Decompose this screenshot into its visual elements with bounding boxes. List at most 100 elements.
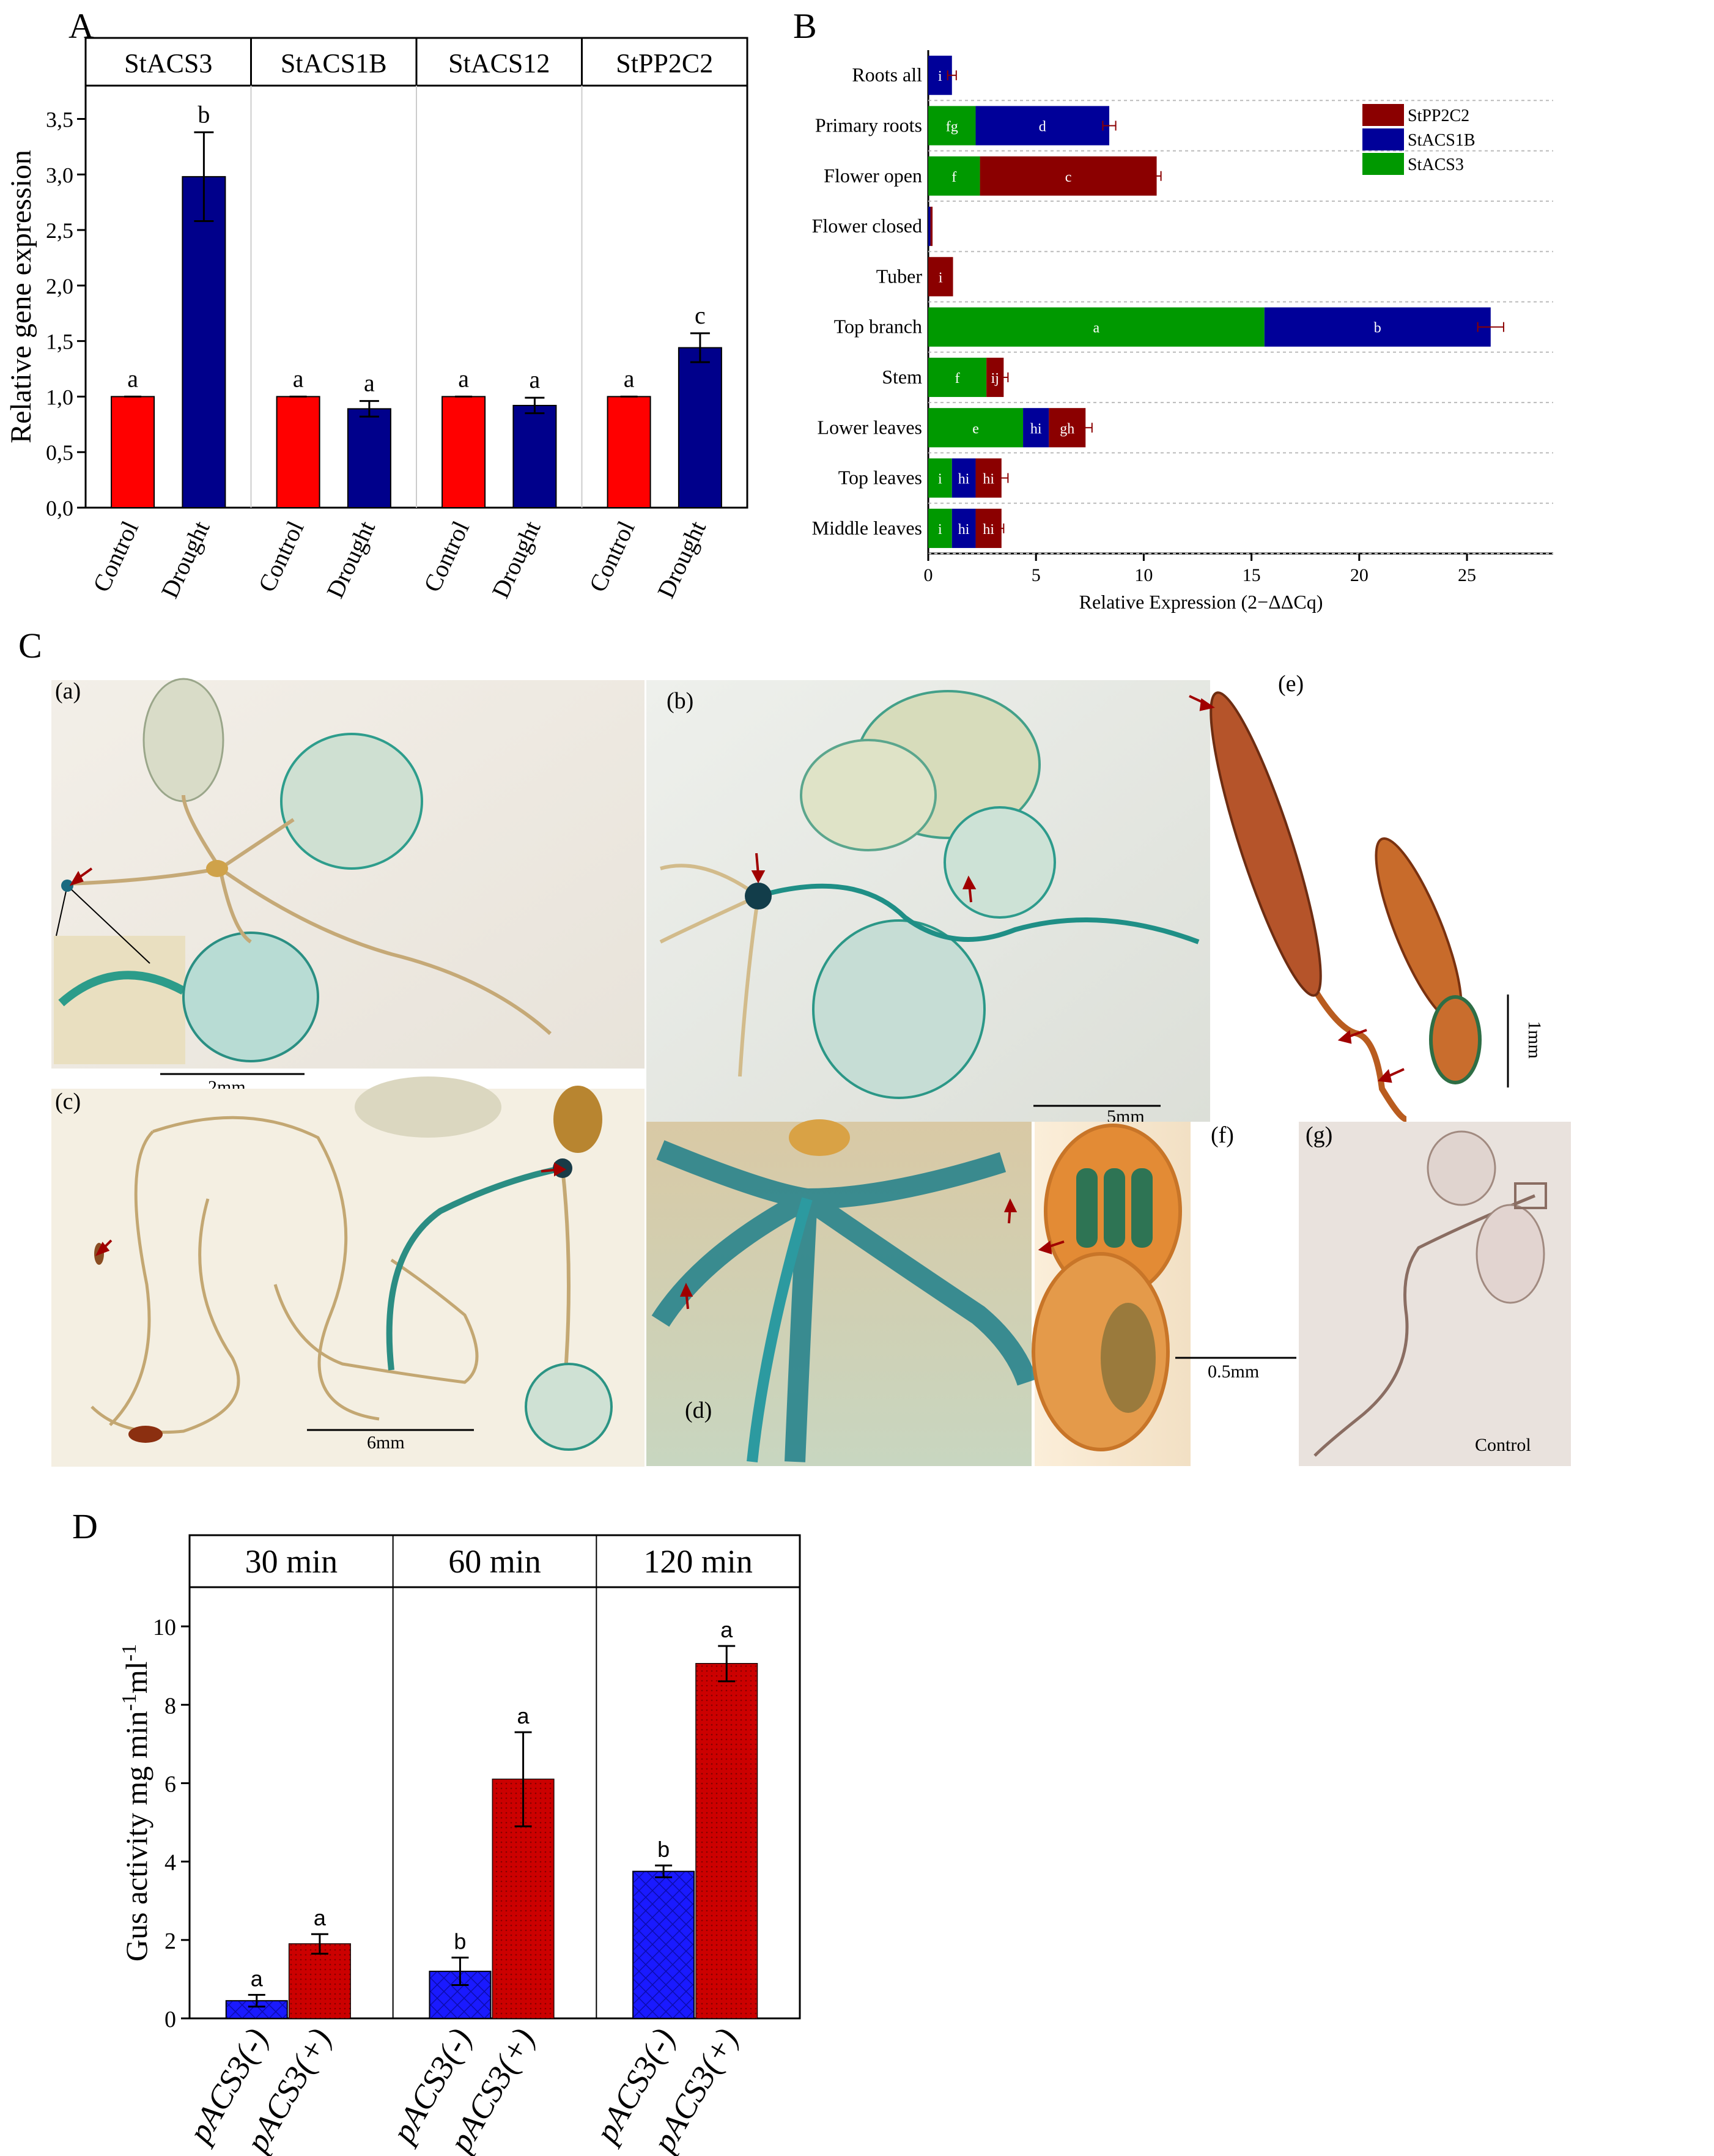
annotation-arrows [69,695,1405,1310]
y-axis-title-main-d: Gus activity mg min [119,1711,153,1962]
y-tick-label-a: 3,0 [46,163,73,187]
x-tick-label-b: 10 [1134,565,1153,585]
y-axis-title-sup2-d: -1 [118,1644,141,1661]
sig-letter-d: b [454,1929,466,1954]
x-tick-label-a: Control [583,517,640,596]
legend-label-b: StACS3 [1408,155,1464,174]
bar-a [276,396,320,509]
segment-label-b: b [1374,320,1381,336]
bar-a [512,404,557,509]
group-title-d: 120 min [643,1543,753,1580]
segment-label-b: hi [958,472,970,487]
scale-f: 0.5mm [1208,1361,1259,1382]
category-label-b: Roots all [852,64,922,86]
y-tick-label-d: 4 [164,1850,176,1876]
photo-g: (g) Control [1299,1122,1571,1466]
x-axis-title-b: Relative Expression (2−ΔΔCq) [1079,591,1323,613]
category-label-b: Stem [882,366,922,388]
photo-label-a: (a) [55,678,81,704]
panel-letter-d: D [72,1506,98,1546]
bar-a [607,396,651,509]
x-tick-label-b: 25 [1458,565,1476,585]
segment-label-b: i [938,69,942,84]
legend-swatch-b [1362,128,1404,150]
bar-segment-b [928,458,952,498]
bar-segment-b [928,307,1265,347]
x-tick-label-b: 20 [1350,565,1369,585]
sig-letter-d: a [314,1905,327,1930]
sig-letter-a: a [458,365,469,392]
photo-label-c: (c) [55,1089,81,1114]
x-tick-label-a: Control [253,517,309,596]
sig-letter-d: a [517,1703,530,1728]
y-axis-title-a: Relative gene expression [5,150,37,443]
bar-pattern-d [289,1944,350,2018]
bar-pattern-d [696,1663,758,2018]
bar-a [441,396,486,509]
photo-a: 2mm (a) [51,678,645,1097]
y-tick-label-a: 2,0 [46,274,73,298]
y-tick-label-a: 0,5 [46,440,73,465]
bar-segment-b [951,458,976,498]
segment-label-b: c [1065,169,1072,185]
x-tick-label-b: 5 [1032,565,1041,585]
photo-f: 0.5mm (f) [1032,1122,1296,1466]
photo-label-e: (e) [1278,671,1304,697]
y-tick-label-d: 8 [164,1693,176,1719]
group-title-a: StACS1B [281,48,387,78]
photo-e: 1mm (e) [1210,671,1545,1122]
segment-label-b: gh [1060,421,1074,437]
y-tick-label-a: 2,5 [46,218,73,243]
bar-segment-b [928,357,987,398]
group-title-a: StACS12 [448,48,550,78]
panel-letter-b: B [793,6,817,46]
photo-d: (d) [646,1119,1038,1466]
chart-a: StACS3 a Control b Drought StACS1B a Control a Dr… [5,37,748,602]
bar-segment-b [928,206,931,246]
segment-label-b: d [1039,119,1046,135]
bar-segment-b [951,508,976,548]
group-title-d: 30 min [245,1543,338,1580]
photo-b: 5mm (b) [646,680,1210,1127]
y-tick-label-a: 3,5 [46,107,73,132]
y-axis-title-mid-d: ml [119,1661,153,1694]
category-label-b: Lower leaves [818,416,922,438]
bar-segment-b [975,508,1002,548]
x-tick-label-b: 0 [924,565,933,585]
legend-label-b: StPP2C2 [1408,106,1469,125]
bar-pattern-d [633,1871,695,2018]
bar-segment-b [928,408,1024,448]
y-tick-label-d: 6 [164,1771,176,1797]
y-axis-title-d: Gus activity mg min-1ml-1 [118,1644,153,1962]
segment-label-b: hi [983,522,994,538]
bar-segment-b [975,106,1110,146]
segment-label-b: f [951,169,956,185]
bar-segment-b [928,508,952,548]
sig-letter-a: b [198,100,210,128]
legend-label-b: StACS1B [1408,131,1476,150]
group-title-a: StPP2C2 [616,48,713,78]
x-tick-label-a: Drought [486,517,545,602]
category-label-b: Primary roots [815,114,922,136]
legend-swatch-b [1362,104,1404,126]
chart-b: Roots all i Primary roots fg d Flower open f c F… [812,50,1553,613]
group-title-a: StACS3 [124,48,212,78]
bar-segment-b [1264,307,1491,347]
segment-label-b: ij [991,371,999,387]
photo-label-d: (d) [685,1398,712,1423]
x-tick-label-b: 15 [1243,565,1261,585]
y-tick-label-d: 0 [164,2007,176,2032]
panel-letter-c: C [18,626,42,665]
sig-letter-d: a [720,1617,733,1642]
x-tick-label-a: Drought [321,517,380,602]
y-tick-label-a: 0,0 [46,496,73,520]
y-axis-title-sup1-d: -1 [118,1694,141,1711]
photo-label-f: (f) [1211,1122,1234,1148]
group-title-d: 60 min [448,1543,541,1580]
photo-c: 6mm (c) [51,1076,645,1467]
segment-label-b: i [938,472,942,487]
segment-label-b: i [938,522,942,538]
bar-segment-b [930,206,933,246]
sig-letter-a: a [364,369,375,397]
